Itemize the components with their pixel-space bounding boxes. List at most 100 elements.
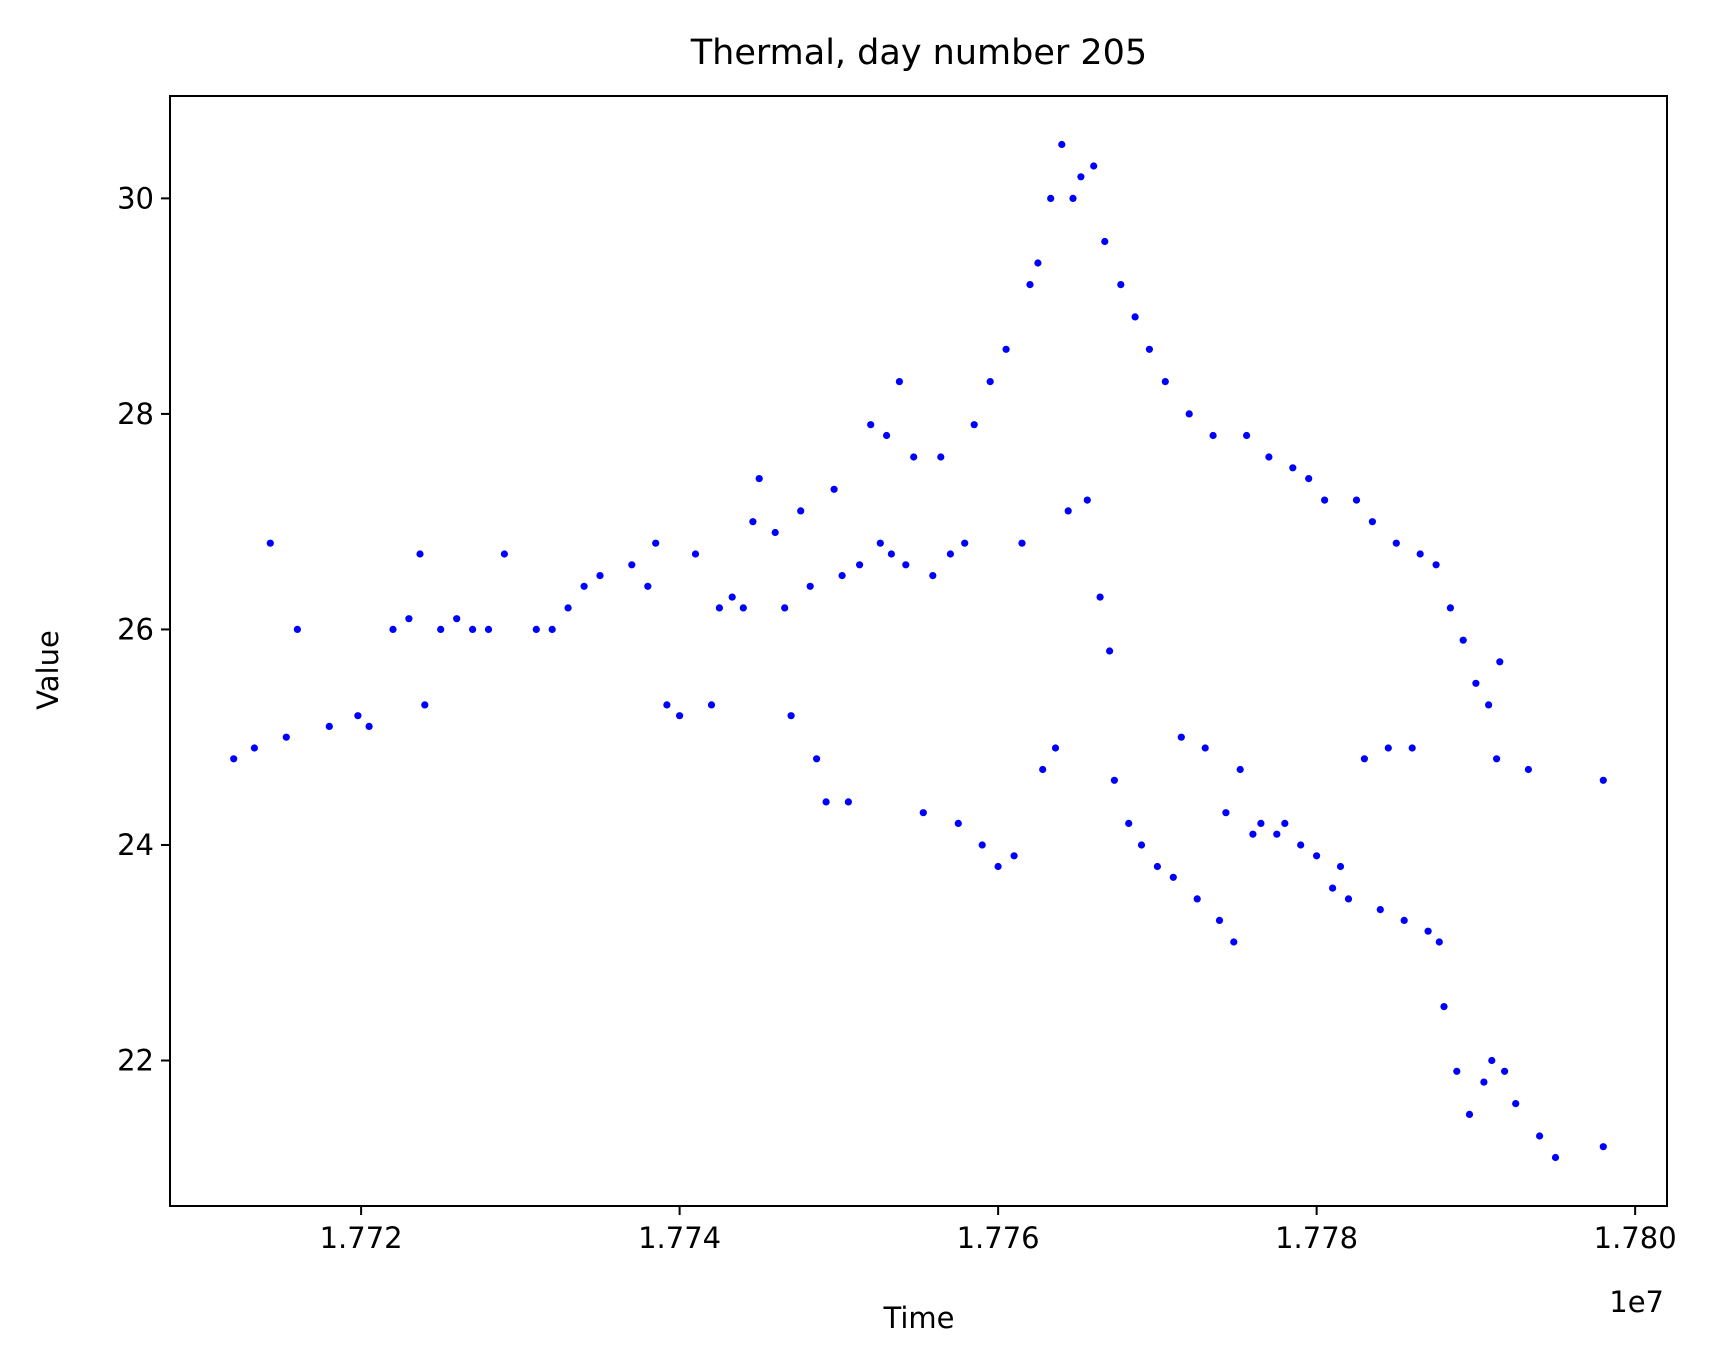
- data-point: [1069, 194, 1077, 202]
- data-point: [1265, 453, 1273, 461]
- y-tick-label: 30: [117, 181, 154, 215]
- data-point: [676, 712, 684, 720]
- data-point: [1432, 561, 1440, 569]
- data-point: [1344, 895, 1353, 903]
- data-point: [1249, 830, 1257, 838]
- y-tick-label: 28: [117, 397, 154, 431]
- data-point: [954, 819, 962, 828]
- data-point: [1336, 862, 1345, 871]
- data-point: [887, 550, 896, 558]
- data-point: [1077, 173, 1085, 181]
- data-point: [500, 550, 508, 558]
- data-point: [986, 378, 994, 386]
- data-point: [876, 539, 884, 547]
- data-point: [1177, 733, 1185, 741]
- data-point: [1599, 776, 1607, 784]
- data-point: [644, 582, 652, 590]
- data-point: [1392, 539, 1400, 547]
- data-point: [1051, 744, 1060, 752]
- data-point: [1440, 1003, 1448, 1011]
- data-point: [1551, 1153, 1560, 1162]
- data-point: [1368, 518, 1376, 526]
- x-tick-label: 1.774: [638, 1221, 721, 1255]
- data-point: [844, 798, 853, 806]
- data-point: [806, 582, 814, 590]
- data-point: [1201, 744, 1209, 752]
- data-point: [1465, 1110, 1474, 1118]
- data-point: [902, 561, 910, 569]
- data-point: [1096, 593, 1104, 601]
- data-point: [1222, 809, 1230, 817]
- data-point: [580, 582, 588, 590]
- y-axis-ticks: 22 24 26 28 30: [117, 181, 170, 1078]
- x-axis-offset-label: 1e7: [1609, 1285, 1664, 1319]
- y-tick-label: 22: [117, 1044, 154, 1078]
- y-tick-label: 26: [117, 612, 154, 646]
- data-point: [1408, 744, 1416, 752]
- data-point: [354, 712, 362, 720]
- data-point: [1305, 475, 1313, 483]
- data-point: [250, 744, 258, 752]
- data-point: [797, 507, 805, 515]
- data-points: [230, 140, 1607, 1162]
- x-tick-label: 1.772: [320, 1221, 403, 1255]
- data-point: [856, 561, 864, 569]
- data-point: [1485, 701, 1493, 709]
- data-point: [1289, 464, 1297, 472]
- data-point: [838, 572, 846, 580]
- data-point: [293, 625, 301, 634]
- data-point: [771, 528, 779, 537]
- x-axis-label: Time: [883, 1301, 955, 1335]
- data-point: [1010, 852, 1018, 860]
- data-point: [389, 625, 397, 634]
- data-point: [1273, 830, 1281, 838]
- data-point: [1599, 1143, 1607, 1151]
- x-tick-label: 1.780: [1594, 1221, 1677, 1255]
- data-point: [1131, 313, 1139, 321]
- data-point: [1512, 1100, 1520, 1108]
- data-point: [1185, 410, 1193, 418]
- chart-title: Thermal, day number 205: [690, 33, 1147, 73]
- data-point: [1488, 1056, 1496, 1065]
- data-point: [437, 625, 445, 634]
- data-point: [1472, 679, 1480, 687]
- data-point: [691, 550, 700, 558]
- data-point: [1101, 237, 1109, 246]
- y-axis-label: Value: [31, 630, 65, 710]
- data-point: [282, 733, 290, 741]
- data-point: [1002, 345, 1010, 353]
- data-point: [1106, 647, 1114, 655]
- data-point: [728, 593, 736, 601]
- data-point: [1257, 819, 1265, 828]
- data-point: [707, 701, 716, 709]
- data-point: [421, 701, 429, 709]
- data-point: [1161, 378, 1169, 386]
- data-point: [1400, 916, 1408, 925]
- data-point: [1313, 852, 1321, 860]
- data-point: [663, 701, 671, 709]
- data-point: [1501, 1067, 1509, 1075]
- data-point: [1446, 604, 1454, 612]
- data-point: [1459, 636, 1467, 644]
- y-tick-label: 24: [117, 828, 154, 862]
- data-point: [469, 625, 477, 634]
- data-point: [1329, 884, 1337, 892]
- data-point: [1435, 938, 1443, 946]
- data-point: [1058, 140, 1066, 149]
- data-point: [813, 755, 821, 763]
- data-point: [416, 550, 424, 558]
- data-point: [1493, 755, 1501, 763]
- data-point: [1145, 345, 1153, 353]
- data-point: [1376, 906, 1384, 914]
- data-point: [1384, 744, 1392, 752]
- data-point: [1153, 862, 1161, 871]
- data-point: [1360, 755, 1368, 763]
- data-point: [564, 604, 572, 612]
- data-point: [978, 841, 986, 849]
- data-point: [1524, 765, 1532, 774]
- data-point: [1169, 873, 1177, 881]
- data-point: [830, 485, 838, 493]
- data-point: [895, 378, 904, 386]
- plot-frame: [169, 95, 1668, 1207]
